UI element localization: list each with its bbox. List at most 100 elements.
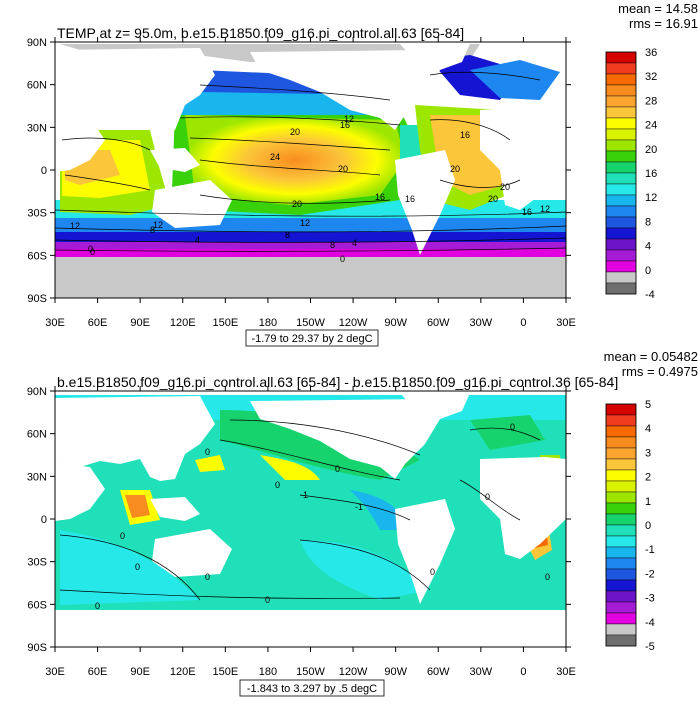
contour-label: 0 [485,492,490,502]
colorbar-label: 12 [645,192,657,204]
colorbar-swatch [605,106,637,119]
colorbar-label: 28 [645,95,657,107]
colorbar-frame [605,403,637,647]
contour-label: 0 [265,595,270,605]
range-caption: -1.843 to 3.297 by .5 degC [247,683,377,695]
lat-label: 60S [27,250,47,262]
contour-label: 20 [488,194,498,204]
lon-label: 90W [384,666,407,678]
contour-label: 12 [540,204,550,214]
contour-label: 8 [330,240,335,250]
lon-label: 30E [556,317,576,329]
contour-label: 12 [153,220,163,230]
colorbar-swatch [605,172,637,185]
land-mask [55,44,566,255]
colorbar-swatch [605,139,637,152]
colorbar-label: 3 [645,447,651,459]
contour-label: 12 [344,114,354,124]
colorbar-swatch [605,216,637,229]
contour-label: -1 [300,490,308,500]
colorbar-swatch [605,249,637,262]
contour-label: -1 [355,502,363,512]
lon-label: 90W [384,317,407,329]
colorbar-label: -2 [645,568,655,580]
contour-label: 8 [150,225,155,235]
colorbar-swatch [605,282,637,295]
mean-stat: mean = 14.58 [618,1,698,16]
colorbar-label: 4 [645,423,651,435]
colorbar-label: 2 [645,472,651,484]
lon-label: 150E [212,317,238,329]
range-caption: -1.79 to 29.37 by 2 degC [251,333,372,345]
colorbar-swatch [605,271,637,284]
lat-label: 0 [41,514,47,526]
colorbar-swatch [605,260,637,273]
colorbar-swatch [605,117,637,130]
lon-label: 30E [556,666,576,678]
colorbar-swatch [605,161,637,174]
colorbar-swatch [605,546,637,559]
contour-label: 16 [522,207,532,217]
map-field: 0 0 -1 0 0 0 0 0 -1 0 0 0 0 0 [55,391,566,647]
colorbar-swatch [605,524,637,537]
lon-label: 120W [339,666,368,678]
colorbar-label: 32 [645,71,657,83]
colorbar-swatch [605,436,637,449]
colorbar-label: 0 [645,265,651,277]
mean-stat: mean = 0.05482 [604,349,698,364]
colorbar: 5 4 3 2 1 0 -1 -2 -3 -4 -5 [605,399,655,653]
colorbar-label: 20 [645,144,657,156]
colorbar-swatch [605,502,637,515]
colorbar-label: 16 [645,168,657,180]
lon-label: 30W [470,317,493,329]
contour-label: 12 [300,218,310,228]
lat-label: 60N [27,80,47,92]
contour-label: 12 [70,221,80,231]
lon-label: 0 [520,317,526,329]
colorbar-swatch [605,513,637,526]
colorbar-swatch [605,62,637,75]
colorbar-swatch [605,150,637,163]
colorbar-swatch [605,469,637,482]
lon-label: 0 [520,666,526,678]
colorbar-label: 8 [645,216,651,228]
lat-label: 30N [27,471,47,483]
colorbar-swatch [605,238,637,251]
contour-label: 20 [290,127,300,137]
colorbar-label: -4 [645,617,655,629]
contour-label: 0 [120,531,125,541]
colorbar-label: 1 [645,496,651,508]
lat-label: 30S [27,208,47,220]
panel-difference-map: b.e15.B1850.f09_g16.pi_control.all.63 [6… [27,349,698,697]
lat-label: 90S [27,293,47,305]
colorbar-swatch [605,205,637,218]
lon-label: 60W [427,317,450,329]
colorbar-label: -3 [645,593,655,605]
lat-label: 90N [27,37,47,49]
colorbar-swatch [605,623,637,636]
lat-label: 90S [27,642,47,654]
contour-label: 16 [340,120,350,130]
contour-lines [59,419,541,601]
lon-label: 120E [170,317,196,329]
lon-label: 30W [470,666,493,678]
colorbar-label: 5 [645,399,651,411]
colorbar-swatch [605,480,637,493]
contour-label: 0 [95,601,100,611]
range-caption-box: -1.843 to 3.297 by .5 degC [239,679,385,697]
lon-label: 180 [259,666,277,678]
lat-label: 30S [27,557,47,569]
lon-label: 120W [339,317,368,329]
contour-label: 0 [510,422,515,432]
contour-label: 20 [338,164,348,174]
contour-label: 4 [195,235,200,245]
range-caption-box: -1.79 to 29.37 by 2 degC [245,329,379,347]
contour-label: 0 [335,464,340,474]
lon-label: 150W [296,317,325,329]
land-mask [55,393,566,647]
colorbar-swatch [605,425,637,438]
contour-label: 16 [405,194,415,204]
colorbar-swatch [605,51,637,64]
colorbar-swatch [605,491,637,504]
contour-label: 8 [285,230,290,240]
